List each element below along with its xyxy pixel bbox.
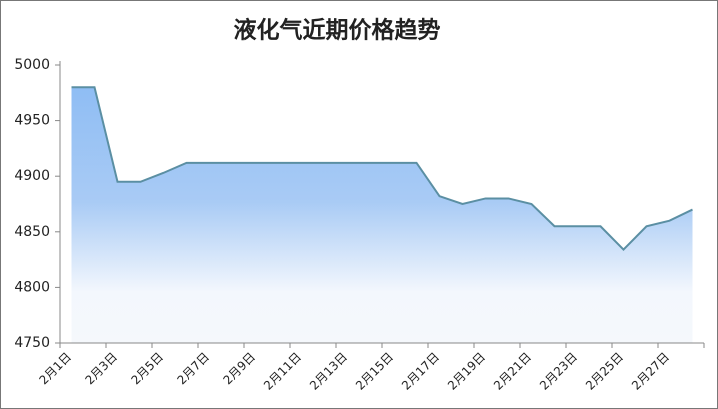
y-tick-label: 5000 — [14, 57, 50, 73]
chart-title: 液化气近期价格趋势 — [234, 17, 441, 44]
y-tick-label: 4800 — [14, 279, 50, 295]
area — [71, 87, 693, 344]
line — [71, 86, 693, 252]
y-tick-label: 4750 — [14, 335, 50, 351]
y-tick-label: 4850 — [14, 224, 50, 240]
y-tick-label: 4950 — [14, 113, 50, 129]
y-tick-label: 4900 — [14, 168, 50, 184]
